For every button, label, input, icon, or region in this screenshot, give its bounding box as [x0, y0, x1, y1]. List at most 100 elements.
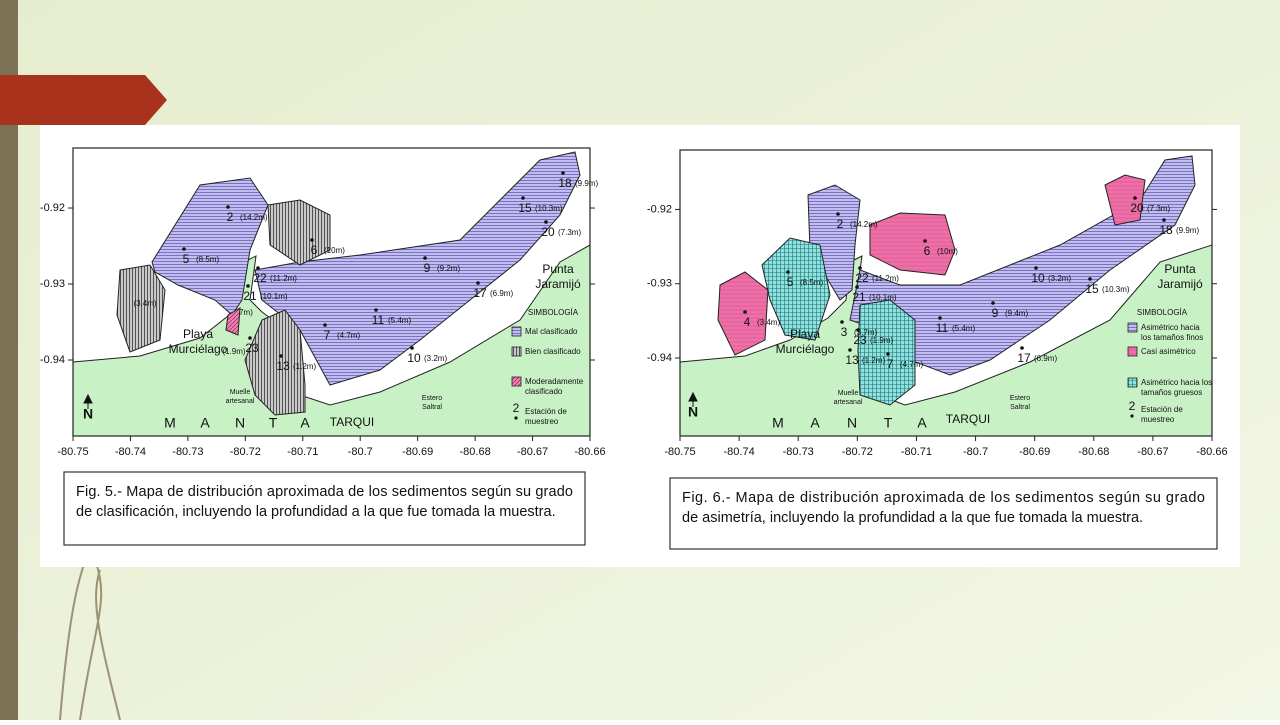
- station-number: 5: [787, 275, 794, 289]
- station-depth: (3.2m): [1048, 274, 1071, 283]
- place-label: Muelle: [838, 390, 859, 397]
- caption-line: Fig. 5.- Mapa de distribución aproximada…: [76, 484, 573, 500]
- legend-label: Estación de: [525, 407, 567, 416]
- manta-letter: A: [300, 415, 310, 431]
- station-depth: (8.5m): [800, 278, 823, 287]
- legend-dot: [514, 416, 518, 420]
- station-number: 6: [311, 243, 318, 257]
- map-area: [73, 151, 590, 436]
- sediment-zone: [1104, 174, 1146, 226]
- legend-label: Moderadamente: [525, 377, 584, 386]
- station-dot: [323, 323, 327, 327]
- map-area: [680, 155, 1212, 436]
- sediment-zone: [244, 309, 306, 416]
- station-depth: (9.2m): [437, 264, 460, 273]
- legend-symbol: 2: [1129, 399, 1136, 413]
- station-depth: (10.3m): [1102, 285, 1130, 294]
- caption-line: Fig. 6.- Mapa de distribución aproximada…: [682, 490, 1205, 506]
- station-depth: (3.2m): [424, 354, 447, 363]
- station-dot: [521, 196, 525, 200]
- place-label: artesanal: [834, 399, 863, 406]
- station-number: 13: [276, 359, 290, 373]
- x-tick-label: -80.66: [574, 446, 605, 458]
- station-number: 17: [473, 286, 487, 300]
- x-tick-label: -80.71: [901, 446, 932, 458]
- place-label: Saltral: [422, 404, 442, 411]
- legend-label: clasificado: [525, 387, 563, 396]
- station-dot: [858, 266, 862, 270]
- station-depth: (4.7m): [337, 331, 360, 340]
- station-depth: (5.4m): [952, 324, 975, 333]
- station-number: 9: [424, 261, 431, 275]
- x-tick-label: -80.75: [57, 446, 88, 458]
- sediment-zone: [116, 264, 166, 353]
- station-dot: [923, 239, 927, 243]
- sediment-zone: [225, 307, 241, 336]
- station-number: 21: [243, 289, 257, 303]
- manta-letter: A: [810, 415, 820, 431]
- station-number: 15: [518, 201, 532, 215]
- station-number: 10: [1031, 271, 1045, 285]
- manta-letter: M: [772, 415, 784, 431]
- station-dot: [561, 171, 565, 175]
- station-depth: (5.4m): [388, 316, 411, 325]
- manta-letter: T: [884, 415, 893, 431]
- legend-swatch: [511, 376, 522, 387]
- station-dot: [1020, 346, 1024, 350]
- station-number: 11: [372, 313, 385, 327]
- station-dot: [544, 220, 548, 224]
- station-dot: [938, 316, 942, 320]
- x-tick-label: -80.73: [172, 446, 203, 458]
- station-dot: [246, 284, 250, 288]
- x-tick-label: -80.67: [517, 446, 548, 458]
- station-depth: (10.3m): [535, 204, 563, 213]
- station-number: 23: [245, 341, 259, 355]
- y-tick-label: -0.94: [40, 354, 65, 366]
- side-bar: [0, 0, 18, 720]
- station-depth: (4.7m): [900, 360, 923, 369]
- station-dot: [310, 238, 314, 242]
- x-tick-label: -80.73: [783, 446, 814, 458]
- station-depth: 7m): [239, 308, 253, 317]
- station-number: 22: [855, 271, 869, 285]
- place-label: Murciélago: [169, 342, 228, 356]
- station-number: 15: [1085, 282, 1099, 296]
- place-label: Saltral: [1010, 404, 1030, 411]
- station-depth: (10.1m): [260, 292, 288, 301]
- manta-letter: A: [917, 415, 927, 431]
- legend-swatch: [1127, 346, 1138, 357]
- station-dot: [182, 247, 186, 251]
- x-tick-label: -80.74: [724, 446, 755, 458]
- station-depth: (3.7m): [854, 328, 877, 337]
- station-number: 2: [227, 210, 234, 224]
- station-depth: (1.9m): [222, 347, 245, 356]
- x-tick-label: -80.74: [115, 446, 146, 458]
- station-number: 4: [744, 315, 751, 329]
- y-tick-label: -0.93: [40, 278, 65, 290]
- station-number: 22: [253, 271, 267, 285]
- x-tick-label: -80.75: [664, 446, 695, 458]
- station-depth: (14.2m): [850, 220, 878, 229]
- figure: -80.75 -80.74 -80.73 -80.72 -80.71 -80.7 -80.6…: [40, 147, 606, 546]
- station-dot: [743, 310, 747, 314]
- station-dot: [840, 320, 844, 324]
- station-depth: (8.5m): [196, 255, 219, 264]
- x-tick-label: -80.69: [1019, 446, 1050, 458]
- station-number: 18: [558, 176, 572, 190]
- place-label: Murciélago: [776, 342, 835, 356]
- place-label: Playa: [790, 327, 820, 341]
- station-depth: (1.2m): [862, 356, 885, 365]
- legend-swatch: [1127, 377, 1138, 388]
- manta-letter: A: [200, 415, 210, 431]
- station-depth: (7.3m): [1147, 204, 1170, 213]
- station-number: 9: [992, 306, 999, 320]
- station-dot: [886, 352, 890, 356]
- station-dot: [476, 281, 480, 285]
- legend-title: SIMBOLOGÍA: [528, 308, 579, 317]
- legend-label: Bien clasificado: [525, 347, 581, 356]
- station-number: 20: [541, 225, 555, 239]
- x-tick-label: -80.68: [460, 446, 491, 458]
- x-tick-label: -80.67: [1137, 446, 1168, 458]
- station-number: 21: [852, 290, 866, 304]
- legend-label: Asimétrico hacia los: [1141, 378, 1212, 387]
